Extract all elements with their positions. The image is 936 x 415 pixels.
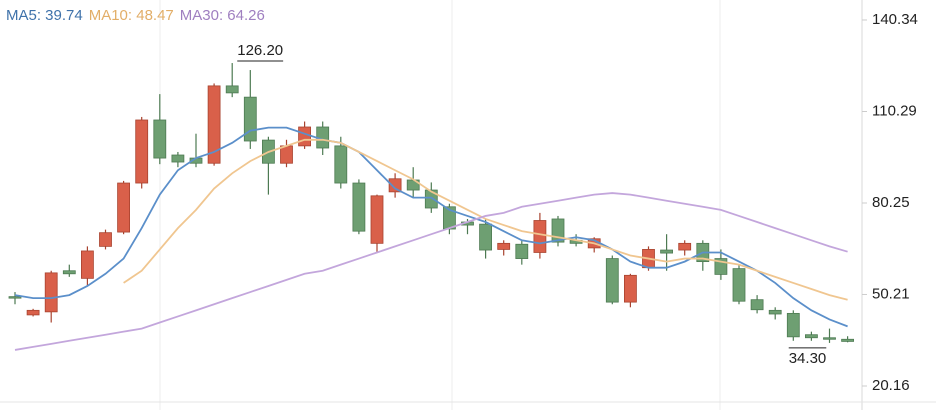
candle-body [62, 270, 76, 275]
candle-body [841, 338, 854, 342]
candle-body [624, 274, 637, 303]
candle-body [44, 272, 58, 313]
candle-body [280, 145, 293, 164]
candle-body [497, 242, 511, 250]
candle-body [515, 243, 529, 259]
high-annotation: 126.20 [237, 42, 283, 59]
y-tick-label: 80.25 [872, 194, 910, 211]
y-tick-label: 50.21 [872, 285, 910, 302]
candle-body [660, 249, 673, 254]
candle-body [352, 182, 366, 232]
candle-body [8, 296, 22, 299]
ma-line [14, 192, 848, 351]
candle-body [81, 250, 94, 279]
y-tick-label: 20.16 [872, 377, 910, 394]
candle-body [135, 119, 149, 184]
ma-line [14, 126, 848, 328]
candle-body [805, 334, 818, 339]
candle-body [26, 309, 40, 316]
candle-body [768, 309, 782, 315]
low-annotation: 34.30 [789, 350, 827, 367]
candle-body [153, 119, 167, 159]
candle-body [171, 154, 185, 163]
candle-body [533, 220, 547, 253]
ma-line [123, 138, 848, 301]
candle-body [786, 312, 800, 338]
candle-body [479, 223, 493, 251]
candle-body [225, 85, 239, 94]
candle-body [99, 232, 112, 247]
legend-entry: MA10: 48.47 [89, 7, 174, 24]
candle-body [370, 195, 384, 244]
legend-entry: MA30: 64.26 [180, 7, 265, 24]
candle-body [207, 85, 221, 164]
candle-body [678, 242, 692, 251]
candle-body [732, 268, 746, 302]
candle-body [424, 189, 438, 209]
y-tick-label: 140.34 [872, 11, 918, 28]
candle-body [605, 258, 619, 303]
candle-body [298, 126, 312, 147]
candle-body [334, 145, 348, 184]
candle-body [823, 337, 836, 340]
candle-body [117, 182, 130, 233]
candle-body [750, 299, 764, 311]
legend-entry: MA5: 39.74 [6, 7, 83, 24]
candle-body [388, 178, 402, 193]
y-tick-label: 110.29 [872, 102, 917, 119]
